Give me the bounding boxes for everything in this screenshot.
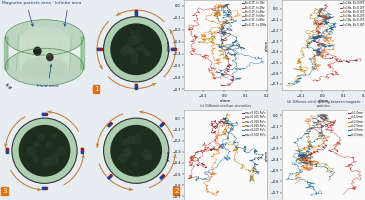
Circle shape	[51, 134, 56, 139]
Text: 3: 3	[2, 188, 7, 194]
Circle shape	[47, 54, 53, 61]
Circle shape	[126, 44, 131, 49]
Polygon shape	[42, 113, 45, 115]
Circle shape	[127, 137, 135, 144]
Circle shape	[143, 50, 149, 55]
Circle shape	[34, 47, 41, 55]
X-axis label: x/mm: x/mm	[220, 99, 231, 103]
Polygon shape	[108, 176, 111, 179]
Circle shape	[49, 156, 57, 164]
Circle shape	[129, 36, 138, 44]
Y-axis label: y/mm: y/mm	[265, 149, 269, 161]
Polygon shape	[7, 151, 8, 153]
Circle shape	[120, 47, 128, 55]
Circle shape	[139, 46, 145, 51]
Ellipse shape	[22, 57, 68, 77]
Circle shape	[132, 59, 138, 64]
Circle shape	[57, 147, 65, 155]
Title: (c) Different medium viscosities: (c) Different medium viscosities	[200, 104, 251, 108]
Circle shape	[124, 149, 131, 156]
Circle shape	[47, 142, 52, 147]
Circle shape	[147, 53, 150, 56]
Circle shape	[43, 162, 47, 167]
Circle shape	[19, 126, 70, 176]
Circle shape	[123, 139, 130, 146]
FancyBboxPatch shape	[81, 37, 85, 69]
Polygon shape	[135, 12, 137, 15]
Circle shape	[38, 135, 44, 141]
Circle shape	[34, 142, 39, 146]
Circle shape	[124, 148, 131, 155]
Circle shape	[12, 118, 77, 183]
Text: 1: 1	[94, 86, 99, 92]
Legend: f=1Hz, B=0.05T, f=1Hz, B=0.10T, f=1Hz, B=0.15T, f=1Hz, B=0.20T, f=1Hz, B=0.25T, : f=1Hz, B=0.05T, f=1Hz, B=0.10T, f=1Hz, B…	[339, 1, 365, 27]
Circle shape	[53, 153, 58, 158]
Text: Magnetic particle area: Magnetic particle area	[2, 1, 51, 26]
X-axis label: x/mm: x/mm	[318, 99, 329, 103]
Ellipse shape	[22, 27, 68, 48]
Legend: B=0.1T, f=1Hz, B=0.1T, f=2Hz, B=0.1T, f=4Hz, B=0.1T, f=6Hz, B=0.1T, f=8Hz, B=0.1: B=0.1T, f=1Hz, B=0.1T, f=2Hz, B=0.1T, f=…	[241, 1, 267, 27]
Circle shape	[136, 48, 139, 51]
Circle shape	[143, 155, 147, 158]
Text: Fluid area: Fluid area	[37, 65, 59, 88]
Polygon shape	[160, 176, 163, 179]
Polygon shape	[81, 148, 82, 151]
Polygon shape	[160, 124, 163, 127]
Polygon shape	[99, 48, 101, 50]
Circle shape	[136, 30, 140, 34]
Polygon shape	[162, 122, 165, 125]
Y-axis label: y/mm: y/mm	[167, 149, 171, 161]
Circle shape	[131, 52, 138, 59]
Circle shape	[146, 154, 152, 160]
Text: 2: 2	[174, 188, 178, 194]
Polygon shape	[135, 10, 137, 12]
Legend: mu=0.001 Pa*s, mu=0.005 Pa*s, mu=0.010 Pa*s, mu=0.050 Pa*s, mu=0.100 Pa*s, mu=0.: mu=0.001 Pa*s, mu=0.005 Pa*s, mu=0.010 P…	[242, 110, 267, 137]
Ellipse shape	[5, 48, 84, 86]
FancyBboxPatch shape	[4, 37, 8, 69]
Circle shape	[42, 159, 50, 166]
Circle shape	[111, 24, 161, 74]
Ellipse shape	[5, 20, 84, 55]
Circle shape	[132, 161, 137, 166]
Circle shape	[142, 150, 151, 159]
Polygon shape	[135, 84, 137, 86]
Polygon shape	[162, 174, 165, 178]
Circle shape	[127, 47, 134, 55]
Circle shape	[104, 118, 169, 183]
Polygon shape	[7, 148, 8, 151]
Polygon shape	[173, 48, 176, 50]
Polygon shape	[45, 187, 47, 189]
Circle shape	[33, 155, 38, 161]
Text: Infinite area: Infinite area	[55, 1, 81, 26]
Circle shape	[119, 154, 127, 162]
Polygon shape	[110, 122, 112, 125]
Y-axis label: y/mm: y/mm	[265, 39, 269, 51]
Polygon shape	[135, 86, 137, 89]
Circle shape	[131, 30, 135, 34]
Circle shape	[128, 48, 134, 53]
Circle shape	[104, 17, 169, 82]
Circle shape	[111, 126, 161, 176]
FancyBboxPatch shape	[20, 36, 69, 70]
Polygon shape	[81, 151, 82, 153]
Circle shape	[134, 35, 141, 42]
Polygon shape	[42, 187, 45, 189]
Polygon shape	[45, 113, 47, 115]
Title: (d) Different initial spacing between magnetic
particles: (d) Different initial spacing between ma…	[287, 100, 360, 108]
Circle shape	[27, 147, 35, 155]
Y-axis label: y/mm: y/mm	[167, 39, 171, 51]
Polygon shape	[110, 174, 112, 178]
Circle shape	[123, 46, 130, 53]
Circle shape	[127, 147, 131, 151]
Legend: d=1.0mm, d=1.5mm, d=2.0mm, d=2.5mm, d=3.0mm, d=3.5mm: d=1.0mm, d=1.5mm, d=2.0mm, d=2.5mm, d=3.…	[347, 110, 365, 137]
Polygon shape	[171, 48, 173, 50]
Polygon shape	[97, 48, 99, 50]
Circle shape	[133, 135, 141, 143]
Polygon shape	[108, 124, 111, 127]
